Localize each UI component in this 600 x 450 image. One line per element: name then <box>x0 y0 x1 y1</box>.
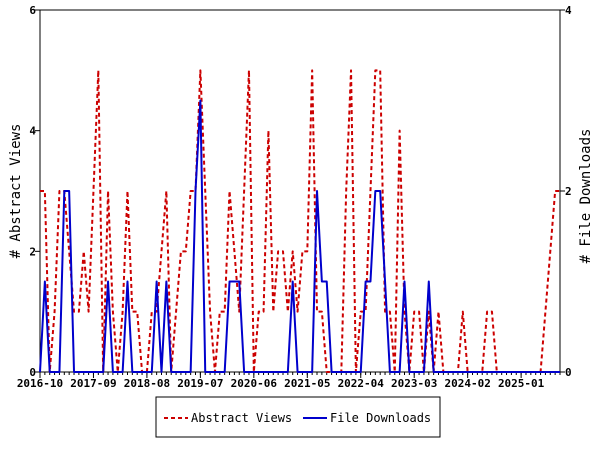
y-left-tick-label: 6 <box>29 4 36 17</box>
series-line-file-downloads <box>39 99 560 373</box>
y-left-ticks: 0 2 4 6 <box>29 4 40 379</box>
y-right-tick-label: 4 <box>565 4 572 17</box>
x-tick-label: 2023-03 <box>391 377 437 390</box>
legend-box <box>155 396 441 438</box>
x-tick-label: 2025-01 <box>498 377 545 390</box>
x-tick-label: 2016-10 <box>17 377 63 390</box>
y-right-axis-title: # File Downloads <box>578 129 594 264</box>
series-layer <box>39 69 560 373</box>
y-left-axis-title: # Abstract Views <box>8 124 24 259</box>
x-tick-label: 2021-05 <box>284 377 330 390</box>
x-tick-label: 2017-09 <box>70 377 116 390</box>
x-tick-label: 2024-02 <box>444 377 490 390</box>
y-right-tick-label: 0 <box>565 366 572 379</box>
y-left-tick-label: 2 <box>29 245 36 258</box>
plot-area <box>39 9 561 373</box>
legend-label-abstract-views: Abstract Views <box>191 411 292 425</box>
x-tick-label: 2022-04 <box>338 377 385 390</box>
x-tick-label: 2019-07 <box>177 377 223 390</box>
x-tick-labels: 2016-10 2017-09 2018-08 2019-07 2020-06 2021-… <box>17 372 545 390</box>
legend: Abstract Views File Downloads <box>155 396 441 438</box>
y-right-tick-label: 2 <box>565 185 572 198</box>
x-tick-label: 2018-08 <box>124 377 170 390</box>
legend-label-file-downloads: File Downloads <box>330 411 431 425</box>
y-left-tick-label: 4 <box>29 125 36 138</box>
x-tick-label: 2020-06 <box>231 377 278 390</box>
y-right-ticks: 0 2 4 <box>560 4 572 379</box>
y-left-tick-label: 0 <box>29 366 36 379</box>
